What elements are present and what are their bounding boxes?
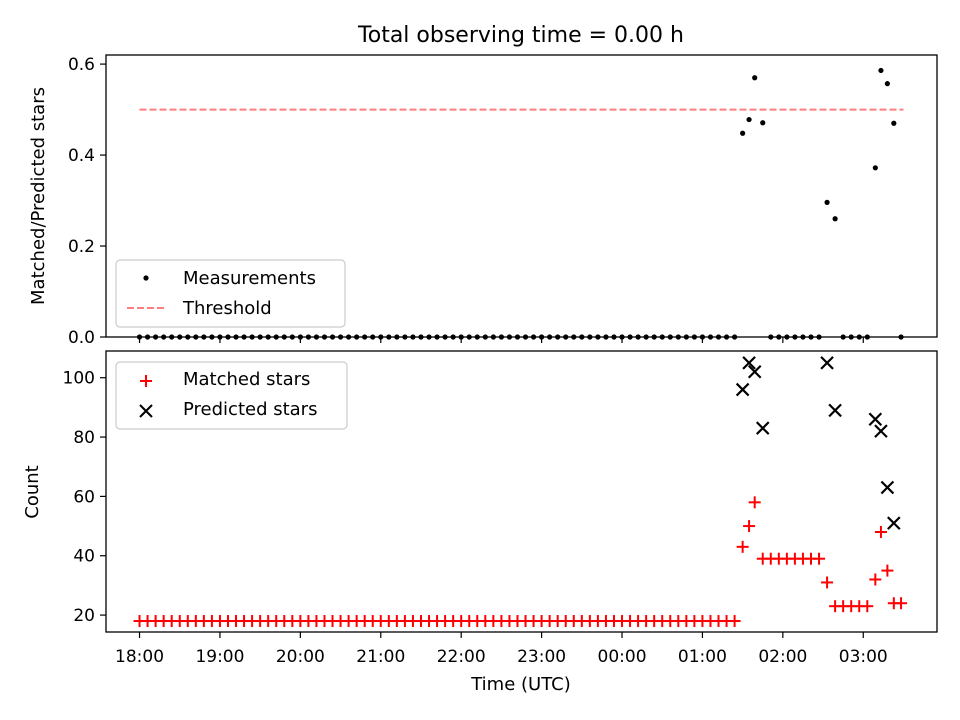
matched-star-point bbox=[869, 573, 882, 586]
bottom-y-tick-label: 20 bbox=[73, 606, 95, 626]
measurement-point bbox=[878, 67, 884, 74]
measurement-point bbox=[752, 75, 758, 81]
matched-star-point bbox=[728, 615, 741, 628]
matched-star-point bbox=[736, 540, 749, 553]
measurement-point bbox=[824, 199, 830, 205]
top-y-tick-label: 0.4 bbox=[68, 146, 95, 166]
predicted-star-point bbox=[868, 412, 883, 427]
matched-star-point bbox=[748, 496, 761, 509]
predicted-star-point bbox=[755, 421, 770, 435]
bottom-legend: Matched stars Predicted stars bbox=[115, 361, 348, 430]
bottom-x-tick-label: 03:00 bbox=[839, 647, 888, 667]
bottom-x-tick-label: 20:00 bbox=[276, 647, 325, 667]
legend-marker-matched-stars bbox=[140, 375, 152, 387]
top-grid-layer: 0.0 0.2 0.4 0.6 bbox=[68, 55, 864, 348]
predicted-star-point bbox=[747, 364, 762, 379]
measurement-point bbox=[760, 120, 766, 126]
bottom-grid-layer: 20 40 60 80 100 18:00 19:00 20:00 21:00 22:00 23:0… bbox=[63, 369, 888, 667]
figure-title: Total observing time = 0.00 h bbox=[357, 23, 684, 48]
predicted-star-point bbox=[880, 480, 895, 495]
matched-star-point bbox=[874, 526, 887, 539]
top-y-tick-label: 0.2 bbox=[68, 237, 95, 257]
predicted-star-point bbox=[874, 424, 888, 438]
bottom-x-tick-label: 23:00 bbox=[517, 647, 566, 667]
legend-label-predicted-stars: Predicted stars bbox=[183, 399, 317, 420]
legend-marker-measurements bbox=[143, 275, 149, 281]
bottom-x-tick-label: 00:00 bbox=[598, 647, 647, 667]
legend-label-measurements: Measurements bbox=[183, 268, 316, 289]
bottom-y-tick-label: 100 bbox=[63, 369, 95, 389]
matched-star-point bbox=[743, 520, 756, 533]
predicted-stars-layer bbox=[735, 356, 901, 530]
matched-star-point bbox=[881, 564, 894, 577]
predicted-star-point bbox=[828, 403, 842, 418]
bottom-x-tick-label: 18:00 bbox=[115, 647, 164, 667]
measurement-point bbox=[746, 116, 752, 123]
bottom-y-tick-label: 80 bbox=[73, 428, 95, 448]
bottom-y-tick-label: 40 bbox=[73, 547, 95, 567]
bottom-legend-box bbox=[115, 361, 348, 430]
predicted-star-point bbox=[735, 382, 750, 397]
bottom-x-axis-label: Time (UTC) bbox=[470, 674, 571, 695]
bottom-x-tick-label: 02:00 bbox=[758, 647, 807, 667]
matched-star-point bbox=[861, 600, 874, 613]
matched-star-point bbox=[821, 576, 834, 589]
legend-marker-predicted-stars bbox=[139, 404, 153, 418]
predicted-star-point bbox=[887, 516, 901, 530]
matched-star-point bbox=[813, 552, 826, 565]
measurement-point bbox=[872, 165, 878, 171]
bottom-y-tick-label: 60 bbox=[73, 487, 95, 507]
top-y-tick-label: 0.6 bbox=[68, 55, 95, 75]
bottom-axes-frame bbox=[105, 350, 938, 633]
bottom-x-tick-label: 19:00 bbox=[195, 647, 244, 667]
predicted-star-point bbox=[742, 356, 756, 370]
legend-label-threshold: Threshold bbox=[182, 298, 272, 319]
bottom-x-tick-label: 22:00 bbox=[437, 647, 486, 667]
predicted-star-point bbox=[820, 356, 834, 370]
top-y-axis-label: Matched/Predicted stars bbox=[28, 87, 49, 305]
legend-label-matched-stars: Matched stars bbox=[183, 369, 310, 390]
measurement-point bbox=[891, 120, 897, 126]
measurement-point bbox=[740, 130, 746, 136]
top-y-tick-label: 0.0 bbox=[68, 328, 95, 348]
matched-star-point bbox=[895, 597, 908, 610]
bottom-x-tick-label: 01:00 bbox=[678, 647, 727, 667]
matched-stars-layer bbox=[133, 496, 908, 628]
top-legend-box bbox=[115, 259, 346, 328]
top-legend: Measurements Threshold bbox=[115, 259, 346, 328]
measurement-point bbox=[884, 81, 890, 87]
top-panel: 0.0 0.2 0.4 0.6 Matched/Predicted stars Mea… bbox=[28, 54, 938, 348]
bottom-panel: 20 40 60 80 100 18:00 19:00 20:00 21:00 22:00 23:0… bbox=[22, 350, 938, 695]
bottom-x-tick-label: 21:00 bbox=[356, 647, 405, 667]
measurement-point bbox=[832, 216, 838, 222]
bottom-y-axis-label: Count bbox=[22, 465, 43, 518]
top-axes-frame bbox=[105, 54, 938, 338]
